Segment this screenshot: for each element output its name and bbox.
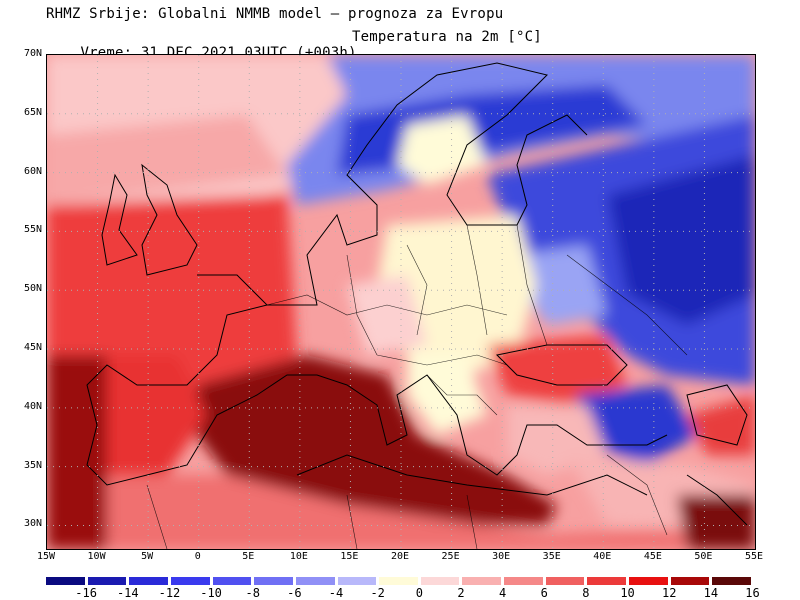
colorbar-swatch <box>462 577 502 585</box>
border-6 <box>376 354 508 366</box>
colorbar-label: 10 <box>620 586 635 600</box>
colorbar-label: -12 <box>158 586 181 600</box>
lat-label: 40N <box>23 400 42 412</box>
border-12 <box>146 484 168 549</box>
border-2 <box>346 254 378 356</box>
lon-label: 45E <box>643 551 662 562</box>
zone-black-sea <box>487 335 627 405</box>
lon-label: 0 <box>194 551 201 562</box>
zone-russia-edge <box>517 245 607 325</box>
lat-label: 70N <box>23 48 42 59</box>
colorbar-swatch <box>337 577 377 585</box>
lat-label: 50N <box>23 283 42 295</box>
lon-label: 40E <box>593 551 612 562</box>
lat-label: 45N <box>23 342 42 354</box>
lon-label: 10W <box>87 551 106 562</box>
lon-label: 30E <box>492 551 511 562</box>
zone-mediterranean <box>197 355 557 525</box>
colorbar-swatch <box>712 577 751 585</box>
colorbar-label: 0 <box>415 586 423 600</box>
zone-north-sea <box>47 115 287 205</box>
colorbar-swatch <box>46 577 85 585</box>
caspian-coast <box>686 384 748 446</box>
lat-label: 60N <box>23 165 42 177</box>
colorbar-swatch <box>545 577 585 585</box>
colorbar-swatch <box>170 577 210 585</box>
border-5 <box>516 224 548 346</box>
africa-coast <box>296 454 648 496</box>
lon-label: 20E <box>390 551 410 562</box>
zone-gulf-bothnia <box>397 115 487 185</box>
lon-label: 25E <box>441 551 460 562</box>
ireland-coast <box>101 173 138 266</box>
lon-label: 5E <box>242 551 255 562</box>
lat-label: 35N <box>23 459 42 471</box>
border-3 <box>406 244 428 336</box>
border-4 <box>466 224 488 336</box>
colorbar-swatch <box>129 577 168 585</box>
lon-label: 50E <box>694 551 713 562</box>
graticule <box>47 55 755 549</box>
colorbar-label: -8 <box>245 586 260 600</box>
zone-iberia <box>87 355 207 485</box>
black-sea-coast <box>495 344 628 386</box>
lat-label: 65N <box>23 106 42 118</box>
north-coast <box>197 62 588 306</box>
colorbar-label: 14 <box>703 586 719 600</box>
temperature-field <box>47 55 755 549</box>
colorbar-label: -4 <box>328 586 344 600</box>
colorbar-label: -6 <box>287 586 302 600</box>
colorbar-label: 8 <box>582 586 590 600</box>
britain-coast <box>141 163 198 276</box>
colorbar-swatch <box>670 577 710 585</box>
border-8 <box>566 254 688 356</box>
border-9 <box>606 454 668 536</box>
colorbar-swatch <box>587 577 627 585</box>
border-10 <box>346 494 358 549</box>
colorbar-swatch <box>379 577 418 585</box>
south-coast <box>86 304 668 486</box>
lon-label: 15W <box>36 551 56 562</box>
colorbar-label: 12 <box>661 586 677 600</box>
gulf-coast <box>686 474 748 526</box>
variable-label: Temperatura na 2m [°C] <box>352 29 542 45</box>
colorbar-label: -14 <box>116 586 139 600</box>
border-1 <box>266 294 508 316</box>
lon-label: 5W <box>141 551 154 562</box>
lat-label: 30N <box>23 518 42 530</box>
colorbar-swatch <box>87 577 127 585</box>
colorbar-swatch <box>420 577 460 585</box>
border-7 <box>426 374 498 416</box>
colorbar-label: -16 <box>75 586 97 600</box>
colorbar-label: 16 <box>745 586 760 600</box>
zone-north-africa <box>107 475 755 549</box>
colorbar-label: 4 <box>498 586 507 600</box>
lon-label: 15E <box>340 551 359 562</box>
lon-label: 35E <box>542 551 561 562</box>
border-11 <box>466 494 478 549</box>
colorbar-label: 6 <box>540 586 548 600</box>
temperature-zones <box>47 55 755 549</box>
temperature-map <box>46 54 756 550</box>
zone-russia-core <box>607 155 755 325</box>
map-title: RHMZ Srbije: Globalni NMMB model — progn… <box>46 6 504 22</box>
colorbar-label: -10 <box>200 586 222 600</box>
borders <box>146 224 688 549</box>
lon-label: 10E <box>289 551 308 562</box>
coastlines <box>86 62 748 526</box>
colorbar-swatch <box>629 577 668 585</box>
colorbar-swatch <box>212 577 252 585</box>
colorbar-swatch <box>254 577 293 585</box>
colorbar-label: 2 <box>457 586 465 600</box>
lon-label: 55E <box>744 551 764 562</box>
colorbar-label: -2 <box>370 586 385 600</box>
colorbar-swatch <box>295 577 335 585</box>
lat-label: 55N <box>23 224 42 236</box>
colorbar-swatch <box>504 577 543 585</box>
zone-persian-gulf <box>677 495 755 549</box>
